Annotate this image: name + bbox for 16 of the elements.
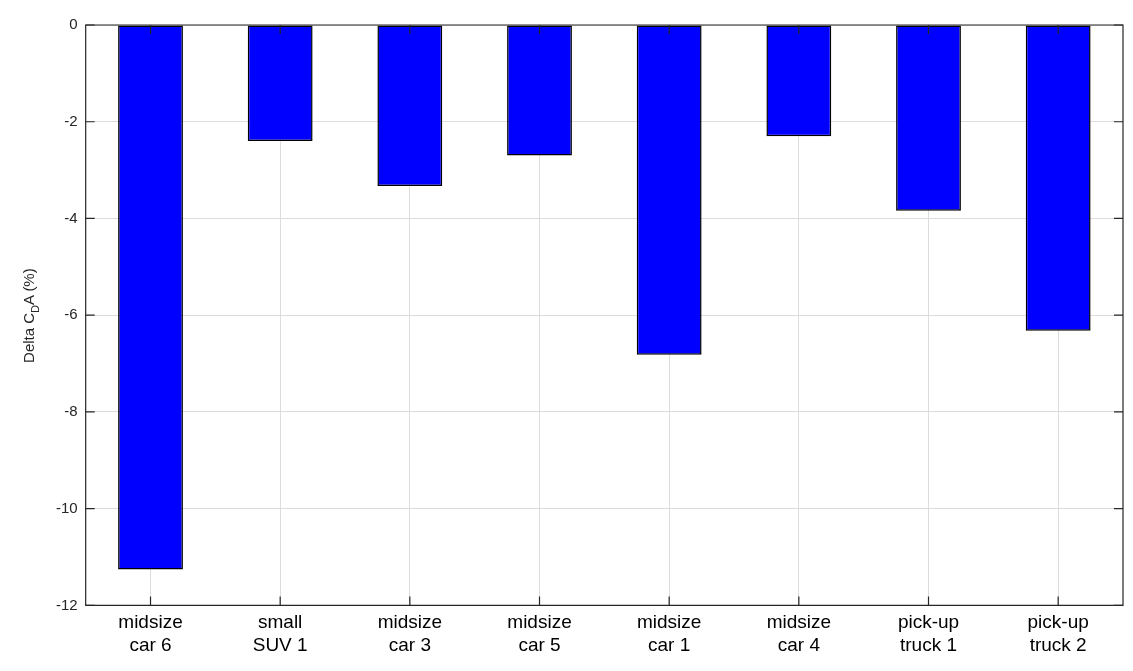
- x-tick-label: midsize car 3: [377, 611, 443, 655]
- y-tick-label: -12: [55, 595, 78, 613]
- x-tick-label: midsize car 6: [118, 611, 183, 655]
- y-tick-label: -2: [64, 111, 78, 129]
- x-tick-label: midsize car 5: [507, 611, 572, 655]
- x-tick-label: midsize car 1: [636, 611, 702, 655]
- x-tick-label: pick-up truck 2: [1027, 611, 1089, 655]
- x-tick-label: pick-up truck 1: [897, 611, 960, 655]
- y-axis-title: Delta CDA (%): [20, 268, 42, 363]
- y-tick-label: 0: [69, 15, 78, 33]
- y-tick-label: -6: [64, 305, 78, 323]
- y-tick-label: -10: [55, 498, 78, 516]
- x-tick-label: midsize car 4: [766, 611, 832, 655]
- y-tick-label: -8: [64, 402, 78, 420]
- y-tick-label: -4: [64, 208, 78, 226]
- x-tick-label: small SUV 1: [252, 611, 308, 655]
